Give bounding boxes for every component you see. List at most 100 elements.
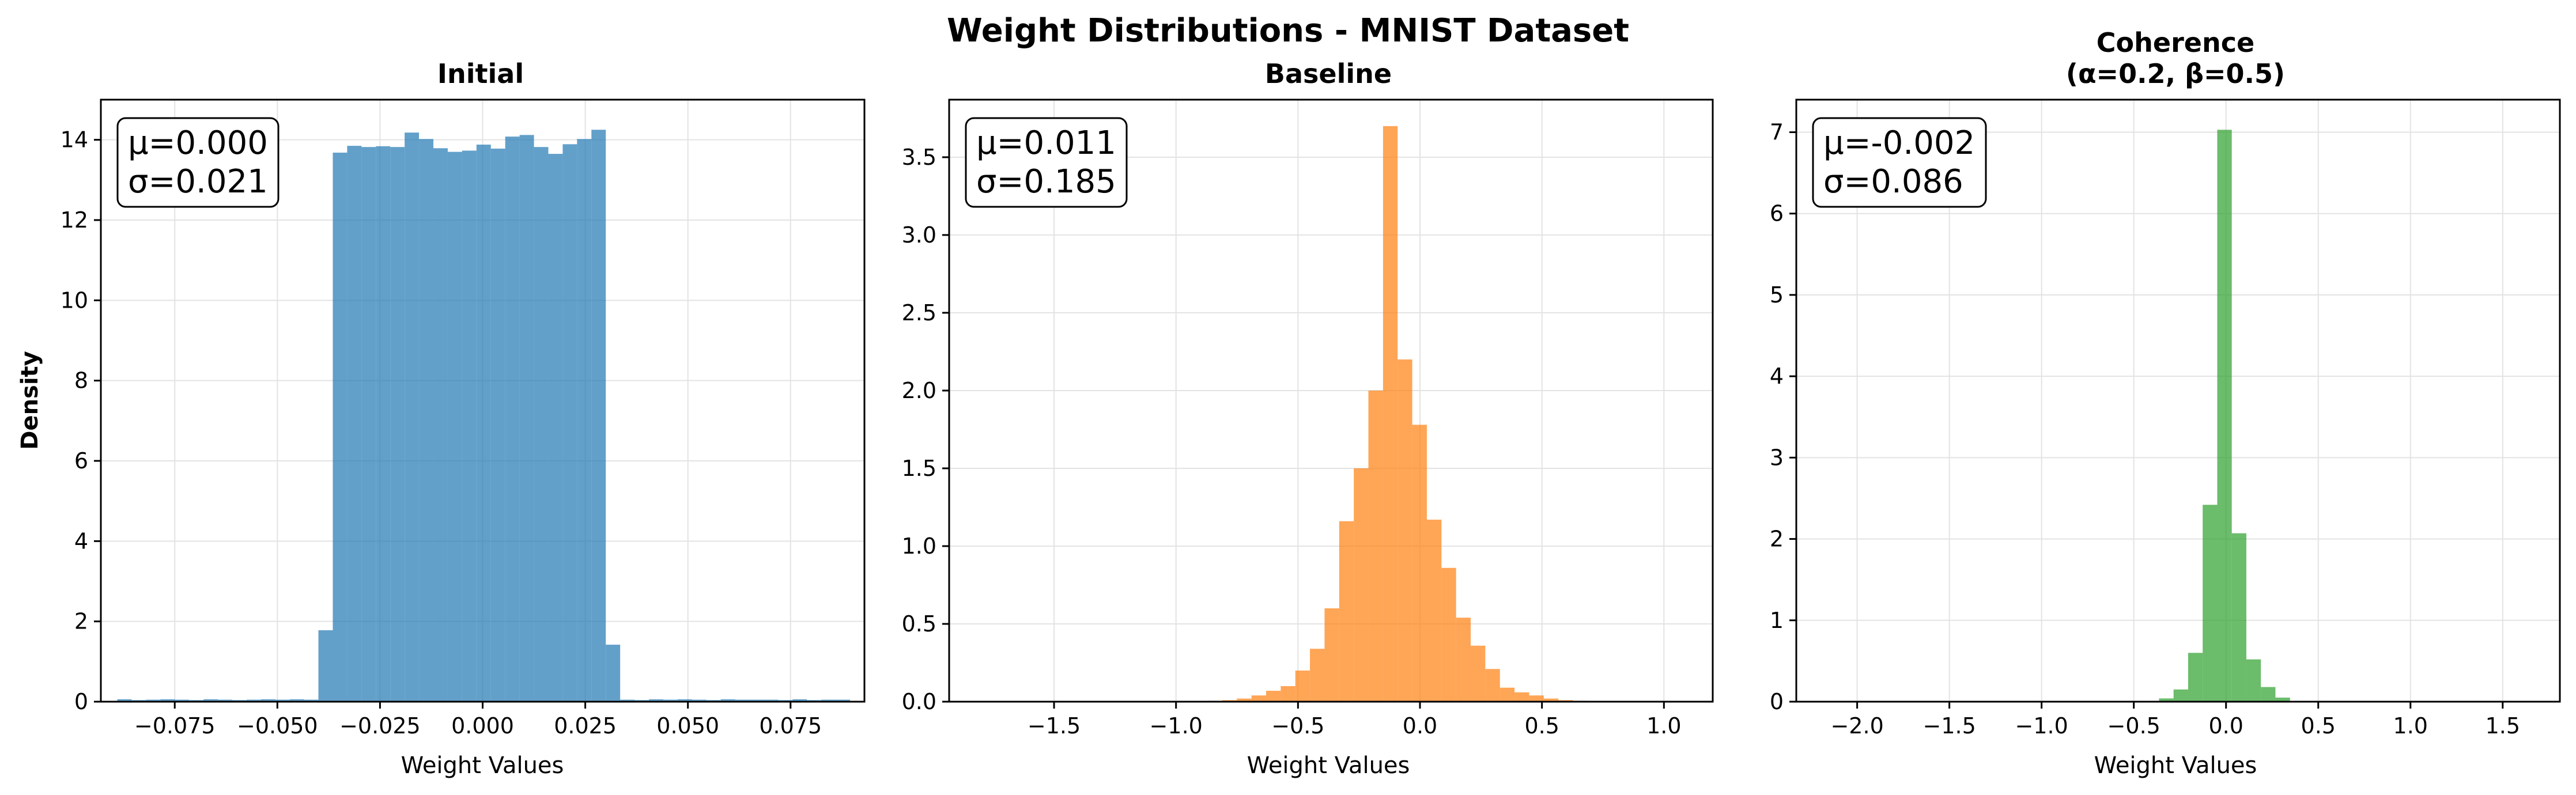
x-tick-label: −0.5 xyxy=(1271,713,1324,739)
histogram-bar xyxy=(490,148,505,702)
histogram-bar xyxy=(505,137,520,702)
histogram-bar xyxy=(476,145,491,702)
x-tick-label: −0.5 xyxy=(2107,713,2160,739)
x-axis-label: Weight Values xyxy=(2094,752,2257,779)
x-tick-label: 0.000 xyxy=(451,713,514,739)
histogram-bar xyxy=(390,147,405,702)
histogram-bar xyxy=(577,139,592,702)
y-tick-label: 4 xyxy=(74,528,88,554)
x-tick-label: −0.050 xyxy=(237,713,318,739)
y-tick-label: 10 xyxy=(61,287,88,313)
x-tick-label: −2.0 xyxy=(1830,713,1883,739)
histogram-bar xyxy=(2231,533,2246,702)
histogram-bar xyxy=(692,699,707,702)
histogram-bar xyxy=(2217,130,2232,702)
x-tick-label: 0.5 xyxy=(1524,713,1559,739)
histogram-bar xyxy=(1383,126,1398,702)
x-axis-label: Weight Values xyxy=(1247,752,1410,779)
panel-baseline: Baseline −1.5 −1.0 −0.5 0.0 0.5 1.0 0.0 0.5 1.0 1… xyxy=(902,58,1714,779)
stats-mean: μ=-0.002 xyxy=(1823,124,1975,162)
stats-mean: μ=0.000 xyxy=(128,124,268,162)
histogram-bar xyxy=(1354,468,1369,702)
histogram-bar xyxy=(1441,567,1456,702)
histogram-bar xyxy=(376,146,391,702)
panel-title: Initial xyxy=(437,58,524,89)
histogram-bar xyxy=(1237,698,1252,702)
histogram-bar xyxy=(620,699,635,702)
plot-frame xyxy=(948,99,1714,703)
y-tick-label: 0.0 xyxy=(902,689,936,714)
histogram-bar xyxy=(419,139,434,702)
y-tick-label: 2.5 xyxy=(902,300,936,325)
histogram-bar xyxy=(1412,425,1427,702)
histogram-bar xyxy=(361,147,376,702)
histogram-bar xyxy=(548,154,563,702)
histogram-bar xyxy=(333,152,348,702)
histogram-bar xyxy=(1324,608,1339,702)
panel-initial: Initial −0.075 −0.050 −0.025 0.000 0.025 0.05… xyxy=(17,58,866,779)
histogram-bar xyxy=(1426,520,1442,702)
histogram-bar xyxy=(1499,687,1515,702)
histogram-bar xyxy=(2173,689,2188,702)
stats-std: σ=0.086 xyxy=(1823,163,1963,200)
histogram-bar xyxy=(735,699,750,702)
histogram-bar xyxy=(1471,645,1486,702)
panel-coherence: Coherence (α=0.2, β=0.5) −2.0 −1.5 −1.0 −0.… xyxy=(1770,27,2561,779)
histogram-bar xyxy=(318,630,333,702)
y-tick-label: 4 xyxy=(1770,364,1784,389)
histogram-bar xyxy=(792,699,807,702)
y-tick-label: 6 xyxy=(1770,201,1784,226)
histogram-bar xyxy=(720,699,735,702)
histogram-bar xyxy=(160,699,175,702)
histogram-bar xyxy=(1485,669,1500,702)
y-tick-label: 3.0 xyxy=(902,222,936,248)
x-tick-label: 1.0 xyxy=(2393,713,2428,739)
histogram-bar xyxy=(246,699,261,702)
histogram-bar xyxy=(764,699,779,702)
y-tick-label: 0 xyxy=(74,689,88,714)
x-tick-label: 0.050 xyxy=(656,713,719,739)
histogram-bar xyxy=(2159,698,2174,702)
y-tick-label: 0.5 xyxy=(902,611,936,637)
stats-mean: μ=0.011 xyxy=(976,124,1116,162)
y-tick-label: 14 xyxy=(61,127,88,153)
y-tick-label: 3.5 xyxy=(902,145,936,170)
x-tick-label: 0.5 xyxy=(2301,713,2336,739)
stats-box: μ=0.011 σ=0.185 xyxy=(965,117,1128,208)
y-tick-label: 5 xyxy=(1770,282,1784,308)
x-tick-label: −1.5 xyxy=(1028,713,1081,739)
y-tick-label: 1.5 xyxy=(902,456,936,481)
histogram-bar xyxy=(1529,695,1544,702)
x-axis-label: Weight Values xyxy=(401,752,564,779)
x-tick-label: 0.075 xyxy=(759,713,822,739)
x-tick-label: 0.0 xyxy=(1403,713,1437,739)
plot-frame xyxy=(1795,99,2561,703)
stats-std: σ=0.021 xyxy=(128,163,268,200)
histogram-bar xyxy=(606,645,621,702)
histogram-bar xyxy=(1543,698,1559,702)
x-tick-label: −0.025 xyxy=(339,713,421,739)
histogram-bar xyxy=(1251,695,1267,702)
y-tick-label: 2.0 xyxy=(902,378,936,403)
x-tick-label: 0.025 xyxy=(554,713,617,739)
histogram-bar xyxy=(649,699,663,702)
y-tick-label: 6 xyxy=(74,448,88,474)
histogram-bar xyxy=(2261,687,2276,702)
histogram-bar xyxy=(1514,692,1529,702)
stats-box-frame xyxy=(116,117,279,208)
x-tick-label: −1.0 xyxy=(2015,713,2068,739)
histogram-bar xyxy=(1368,390,1383,702)
histogram-bar xyxy=(1339,521,1354,702)
histogram-bar xyxy=(146,699,161,702)
stats-box-frame xyxy=(1812,117,1987,208)
histogram-bar xyxy=(433,148,448,702)
y-tick-label: 0 xyxy=(1770,689,1784,714)
x-tick-label: 0.0 xyxy=(2208,713,2243,739)
histogram-bar xyxy=(289,699,304,702)
panel-title: Coherence xyxy=(2097,27,2254,58)
histogram-bar xyxy=(591,130,606,702)
x-tick-label: −1.0 xyxy=(1150,713,1203,739)
y-tick-label: 12 xyxy=(61,207,88,233)
histogram-bar xyxy=(304,699,319,702)
